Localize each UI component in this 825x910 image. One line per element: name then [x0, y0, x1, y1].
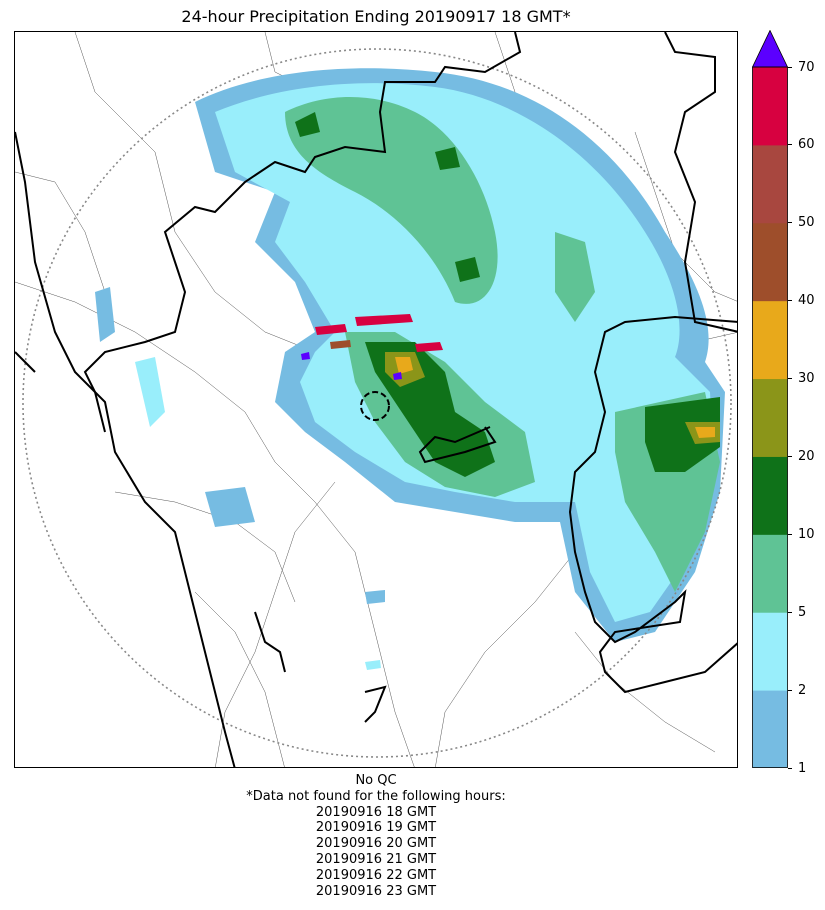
colorbar-tick: [788, 455, 792, 457]
missing-data-note: *Data not found for the following hours:: [246, 788, 506, 804]
colorbar-tick-label: 10: [798, 526, 815, 542]
colorbar-tick: [788, 689, 792, 691]
colorbar-bin: [752, 690, 788, 769]
colorbar-bin: [752, 144, 788, 224]
colorbar-tick: [788, 378, 792, 380]
radar-site-marker: [360, 391, 390, 421]
colorbar-tick: [788, 533, 792, 535]
colorbar-bin: [752, 300, 788, 380]
colorbar-tick-label: 60: [798, 137, 815, 153]
colorbar-outline: [752, 66, 788, 768]
colorbar-tick: [788, 144, 792, 146]
qc-status: No QC: [355, 773, 397, 788]
radar-range-ring: [22, 48, 732, 758]
colorbar-bin: [752, 378, 788, 457]
colorbar-tick: [788, 767, 792, 769]
colorbar-bin: [752, 612, 788, 691]
colorbar-tick-label: 5: [798, 604, 807, 620]
colorbar-tick-label: 30: [798, 371, 815, 387]
missing-hour: 20190916 21 GMT: [315, 851, 437, 867]
colorbar-svg: [751, 29, 789, 769]
precipitation-field: [95, 68, 725, 670]
colorbar-bin: [752, 67, 788, 146]
colorbar-tick-label: 2: [798, 682, 807, 698]
precipitation-map-canvas: [15, 32, 737, 767]
missing-hour: 20190916 23 GMT: [315, 883, 437, 899]
colorbar-overflow-arrow: [751, 29, 789, 68]
missing-hour: 20190916 19 GMT: [315, 820, 437, 836]
map-title: 24-hour Precipitation Ending 20190917 18…: [181, 7, 571, 26]
colorbar-bin: [752, 222, 788, 302]
colorbar-tick-label: 40: [798, 293, 815, 309]
colorbar-tick: [788, 222, 792, 224]
colorbar-tick-label: 70: [798, 59, 815, 75]
colorbar-tick-label: 50: [798, 215, 815, 231]
colorbar-tick: [788, 611, 792, 613]
radar-map: [14, 31, 738, 768]
precipitation-colorbar: [751, 29, 789, 769]
missing-hour: 20190916 18 GMT: [315, 804, 437, 820]
map-footer: No QC *Data not found for the following …: [14, 773, 738, 899]
colorbar-bin: [752, 456, 788, 535]
missing-hour: 20190916 20 GMT: [315, 836, 437, 852]
colorbar-tick: [788, 300, 792, 302]
colorbar-tick-label: 20: [798, 448, 815, 464]
missing-hour: 20190916 22 GMT: [315, 867, 437, 883]
colorbar-tick-label: 1: [798, 760, 807, 776]
colorbar-tick: [788, 66, 792, 68]
state-boundaries: [15, 32, 737, 767]
colorbar-bin: [752, 534, 788, 613]
